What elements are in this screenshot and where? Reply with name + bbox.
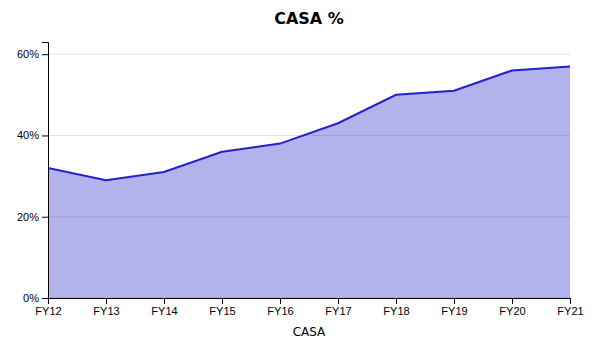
x-tick: FY17 [325, 298, 351, 317]
x-tick-label: FY12 [35, 305, 61, 317]
title: CASA % [274, 9, 344, 28]
x-tick-label: FY14 [151, 305, 177, 317]
area [48, 66, 570, 298]
y-axis: 0% 20% 40% 60% [17, 43, 49, 305]
y-tick: 40% [17, 129, 48, 141]
y-tick: 0% [23, 292, 48, 304]
y-tick-mark [42, 298, 48, 299]
x-tick: FY20 [499, 298, 525, 317]
x-tick: FY16 [267, 298, 293, 317]
x-tick-label: FY20 [499, 305, 525, 317]
x-tick: FY21 [557, 298, 583, 317]
x-tick-label: FY21 [557, 305, 583, 317]
x-tick-mark [164, 298, 165, 304]
x-tick-label: FY19 [441, 305, 467, 317]
x-tick-mark [338, 298, 339, 304]
x-tick-mark [454, 298, 455, 304]
x-axis: FY12 FY13 FY14 FY15 FY16 FY17 FY18 FY19 FY20 FY21 [35, 298, 583, 317]
plot-area: FY12 FY13 FY14 FY15 FY16 FY17 FY18 FY19 FY20 FY21… [17, 43, 584, 317]
x-tick: FY19 [441, 298, 467, 317]
y-tick-mark [42, 135, 48, 136]
y-tick: 20% [17, 211, 48, 223]
x-tick-mark [106, 298, 107, 304]
x-tick-mark [570, 298, 571, 304]
y-tick-label: 60% [17, 48, 39, 60]
x-tick-label: FY18 [383, 305, 409, 317]
y-tick-label: 40% [17, 129, 39, 141]
x-tick-label: FY16 [267, 305, 293, 317]
x-tick-mark [512, 298, 513, 304]
x-tick: FY18 [383, 298, 409, 317]
x-tick: FY13 [93, 298, 119, 317]
y-tick-mark [42, 54, 48, 55]
x-axis-title: CASA [293, 325, 326, 339]
grid-line [48, 54, 570, 55]
x-tick-mark [222, 298, 223, 304]
y-tick-label: 0% [23, 292, 39, 304]
y-tick-label: 20% [17, 211, 39, 223]
y-tick-mark [42, 217, 48, 218]
x-tick: FY15 [209, 298, 235, 317]
y-tick: 60% [17, 48, 48, 60]
marks [48, 66, 570, 298]
chart: FY12 FY13 FY14 FY15 FY16 FY17 FY18 FY19 FY20 FY21… [0, 0, 594, 350]
y-axis-line [42, 43, 49, 299]
x-tick-label: FY17 [325, 305, 351, 317]
grid [48, 54, 570, 298]
x-tick: FY14 [151, 298, 177, 317]
x-axis-line [49, 299, 571, 305]
x-tick-mark [280, 298, 281, 304]
x-tick: FY12 [35, 298, 61, 317]
x-tick-label: FY15 [209, 305, 235, 317]
x-tick-mark [396, 298, 397, 304]
line [48, 66, 570, 180]
x-tick-label: FY13 [93, 305, 119, 317]
